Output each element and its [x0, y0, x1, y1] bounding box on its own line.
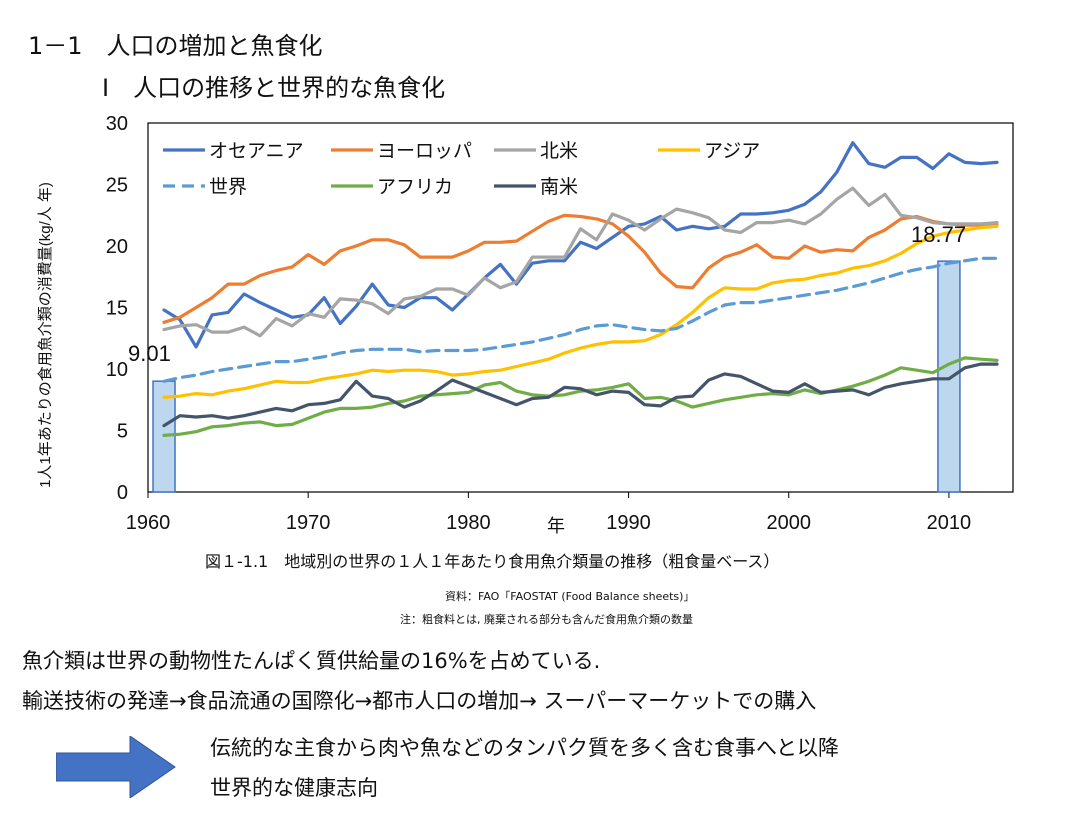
series-line [162, 213, 999, 324]
x-tick-label: 2000 [766, 512, 811, 534]
body-text-3: 伝統的な主食から肉や魚などのタンパク質を多く含む食事へと以降 [210, 736, 839, 760]
series-line [162, 356, 999, 437]
body-text-4: 世界的な健康志向 [210, 776, 378, 800]
x-tick-label: 1990 [606, 512, 651, 534]
legend-label: 世界 [209, 176, 247, 198]
x-tick-label: 1970 [286, 512, 331, 534]
body-text-2: 輸送技術の発達→食品流通の国際化→都市人口の増加→ スーパーマーケットでの購入 [22, 689, 817, 713]
highlight-bar [937, 260, 961, 493]
footnote: 注：粗食料とは, 廃棄される部分も含んだ食用魚介類の数量 [400, 613, 693, 626]
legend-label: アフリカ [377, 177, 453, 198]
figure-caption: 図１-1.1 地域別の世界の１人１年あたり食用魚介類量の推移（粗食量ベース） [205, 552, 780, 571]
x-tick-label: 1960 [126, 512, 171, 534]
y-tick-label: 0 [117, 482, 128, 504]
y-tick-label: 20 [106, 236, 128, 258]
highlight-bars [152, 260, 961, 493]
bar-value-label: 9.01 [128, 341, 171, 366]
x-axis-label: 年 [547, 516, 565, 536]
body-text-1: 魚介類は世界の動物性たんぱく質供給量の16%を占めている. [22, 649, 601, 673]
x-axis: 1960 1970 1980 1990 2000 2010 [126, 492, 971, 534]
x-tick-label: 2010 [927, 512, 972, 534]
y-tick-label: 10 [106, 359, 128, 381]
plot-border [147, 122, 1014, 493]
section-title: 1－1 人口の増加と魚食化 [28, 32, 323, 60]
series-line [162, 186, 999, 338]
series-line [162, 362, 999, 428]
legend-label: ヨーロッパ [377, 141, 472, 162]
x-tick-label: 1980 [446, 512, 491, 534]
legend-label: 北米 [540, 140, 578, 162]
bar-value-label: 18.77 [911, 222, 966, 247]
y-axis-label: 1人1年あたりの食用魚介類の消費量(kg/人 年) [37, 182, 54, 488]
legend-label: オセアニア [209, 141, 304, 162]
source-note: 資料：FAO「FAOSTAT (Food Balance sheets)」 [445, 590, 695, 603]
subsection-title: Ⅰ 人口の推移と世界的な魚食化 [102, 74, 446, 102]
series-line [162, 256, 999, 383]
y-tick-label: 30 [106, 113, 128, 135]
right-arrow-icon [56, 736, 176, 798]
y-axis: 0 5 10 15 20 25 30 [106, 113, 128, 504]
series-line [162, 224, 999, 399]
y-tick-label: 15 [106, 298, 128, 320]
legend-label: 南米 [540, 176, 578, 198]
y-tick-label: 25 [106, 175, 128, 197]
fish-consumption-chart: 0 5 10 15 20 25 30 1960 1970 1980 1990 2000 2010 オセ… [37, 113, 1014, 536]
highlight-bar-labels: 9.01 18.77 [128, 222, 966, 366]
plot-frame [147, 122, 1014, 493]
series-line [162, 141, 999, 349]
y-tick-label: 5 [117, 421, 128, 443]
series-lines [162, 141, 999, 437]
legend-label: アジア [704, 141, 760, 162]
